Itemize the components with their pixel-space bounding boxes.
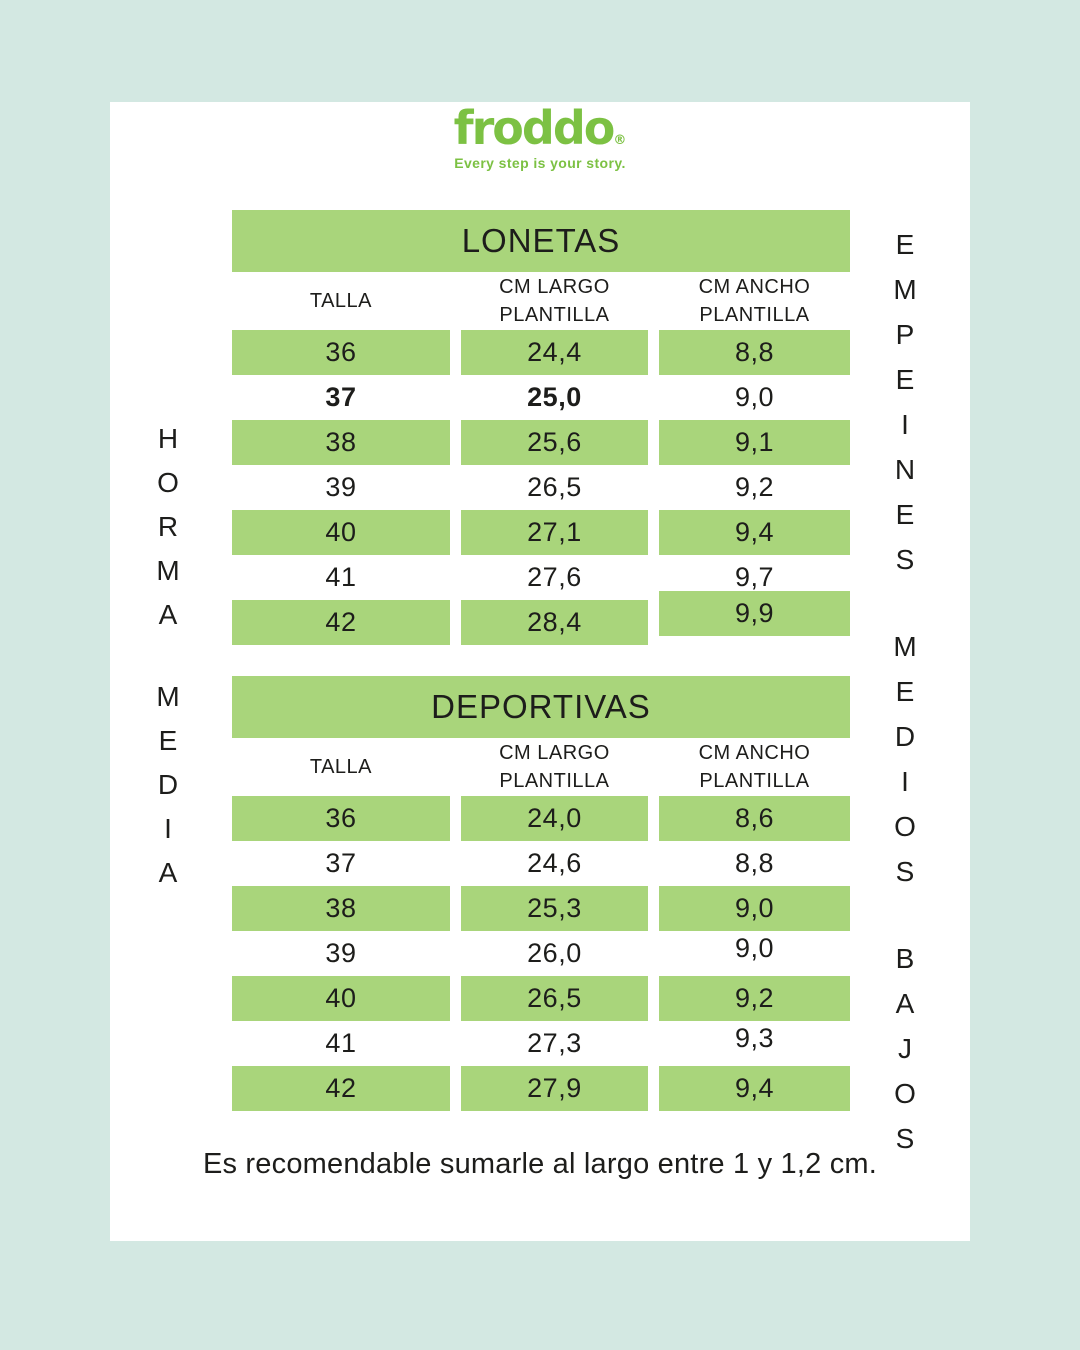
cell-talla: 37 [325,382,357,412]
cell-largo: 26,5 [527,472,582,502]
cell-largo: 24,0 [460,796,648,841]
table-row: 38 25,6 9,1 [232,420,850,465]
cell-talla: 36 [232,330,450,375]
column-header-line: PLANTILLA [499,304,610,326]
column-header-ancho: CM ANCHO PLANTILLA [659,273,850,329]
table-row: 38 25,3 9,0 [232,886,850,931]
cell-talla: 40 [232,976,450,1021]
cell-ancho: 9,4 [658,1066,850,1111]
cell-ancho: 9,2 [658,976,850,1021]
cell-largo: 27,1 [460,510,648,555]
table-row: 40 27,1 9,4 [232,510,850,555]
table-row: 39 26,5 9,2 [232,465,850,510]
cell-talla: 39 [325,472,357,502]
column-header-largo: CM LARGO PLANTILLA [461,273,648,329]
table-row: 42 28,4 9,9 [232,591,850,645]
column-header-line: CM LARGO [499,276,610,298]
lonetas-column-headers: TALLA CM LARGO PLANTILLA CM ANCHO PLANTI… [232,272,850,330]
deportivas-table: DEPORTIVAS TALLA CM LARGO PLANTILLA CM A… [232,676,850,1111]
cell-talla: 37 [325,848,357,878]
cell-talla: 38 [232,886,450,931]
cell-ancho: 9,0 [658,886,850,931]
table-row: 42 27,9 9,4 [232,1066,850,1111]
table-row: 37 25,0 9,0 [232,375,850,420]
cell-talla: 36 [232,796,450,841]
cell-talla: 42 [232,600,450,645]
cell-largo: 25,6 [460,420,648,465]
column-header-talla: TALLA [309,756,373,778]
cell-talla: 41 [325,562,357,592]
table-row: 41 27,6 9,7 [232,555,850,600]
column-header-line: PLANTILLA [699,304,810,326]
cell-ancho: 9,2 [734,472,774,502]
column-header-talla: TALLA [309,290,373,312]
cell-talla: 40 [232,510,450,555]
cell-largo: 25,0 [527,382,582,412]
column-header-largo: CM LARGO PLANTILLA [461,739,648,795]
cell-talla: 41 [325,1028,357,1058]
column-header-line: PLANTILLA [699,770,810,792]
table-row: 39 26,0 9,0 [232,931,850,976]
cell-ancho: 9,0 [734,933,774,963]
cell-ancho: 9,0 [734,382,774,412]
deportivas-column-headers: TALLA CM LARGO PLANTILLA CM ANCHO PLANTI… [232,738,850,796]
cell-talla: 42 [232,1066,450,1111]
footnote: Es recomendable sumarle al largo entre 1… [202,1147,878,1180]
cell-largo: 24,6 [527,848,582,878]
table-row: 41 27,3 9,3 [232,1021,850,1066]
table-row: 37 24,6 8,8 [232,841,850,886]
cell-ancho: 8,8 [658,330,850,375]
cell-ancho: 8,8 [734,848,774,878]
lonetas-title: LONETAS [232,210,850,272]
brand-logo: froddo® Every step is your story. [110,104,970,171]
table-row: 36 24,4 8,8 [232,330,850,375]
column-header-line: CM LARGO [499,742,610,764]
cell-talla: 38 [232,420,450,465]
cell-largo: 28,4 [460,600,648,645]
deportivas-title: DEPORTIVAS [232,676,850,738]
cell-largo: 27,3 [527,1028,582,1058]
cell-ancho: 9,7 [734,562,774,592]
column-header-line: PLANTILLA [499,770,610,792]
cell-ancho: 8,6 [658,796,850,841]
column-header-line: CM ANCHO [698,276,811,298]
cell-largo: 25,3 [460,886,648,931]
lonetas-table: LONETAS TALLA CM LARGO PLANTILLA CM ANCH… [232,210,850,645]
brand-tagline: Every step is your story. [454,155,626,172]
table-row: 40 26,5 9,2 [232,976,850,1021]
cell-largo: 27,9 [460,1066,648,1111]
cell-ancho: 9,4 [658,510,850,555]
table-row: 36 24,0 8,6 [232,796,850,841]
cell-largo: 26,5 [460,976,648,1021]
brand-wordmark: froddo® [110,104,970,152]
cell-ancho: 9,3 [734,1023,774,1053]
brand-name: froddo [453,101,616,155]
cell-talla: 39 [325,938,357,968]
cell-ancho: 9,1 [658,420,850,465]
cell-largo: 27,6 [527,562,582,592]
column-header-ancho: CM ANCHO PLANTILLA [659,739,850,795]
registered-trademark-icon: ® [613,133,627,148]
cell-largo: 24,4 [460,330,648,375]
column-header-line: CM ANCHO [698,742,811,764]
cell-largo: 26,0 [527,938,582,968]
cell-ancho: 9,9 [658,591,850,636]
